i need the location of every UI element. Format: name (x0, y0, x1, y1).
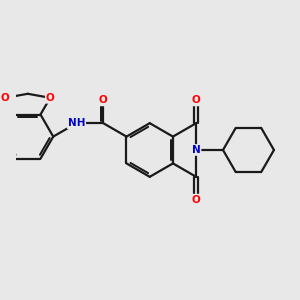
Text: O: O (192, 195, 200, 205)
Text: N: N (192, 145, 200, 155)
Text: NH: NH (68, 118, 85, 128)
Text: O: O (192, 95, 200, 105)
Text: O: O (46, 93, 55, 103)
Text: O: O (1, 93, 10, 103)
Text: O: O (99, 95, 108, 105)
